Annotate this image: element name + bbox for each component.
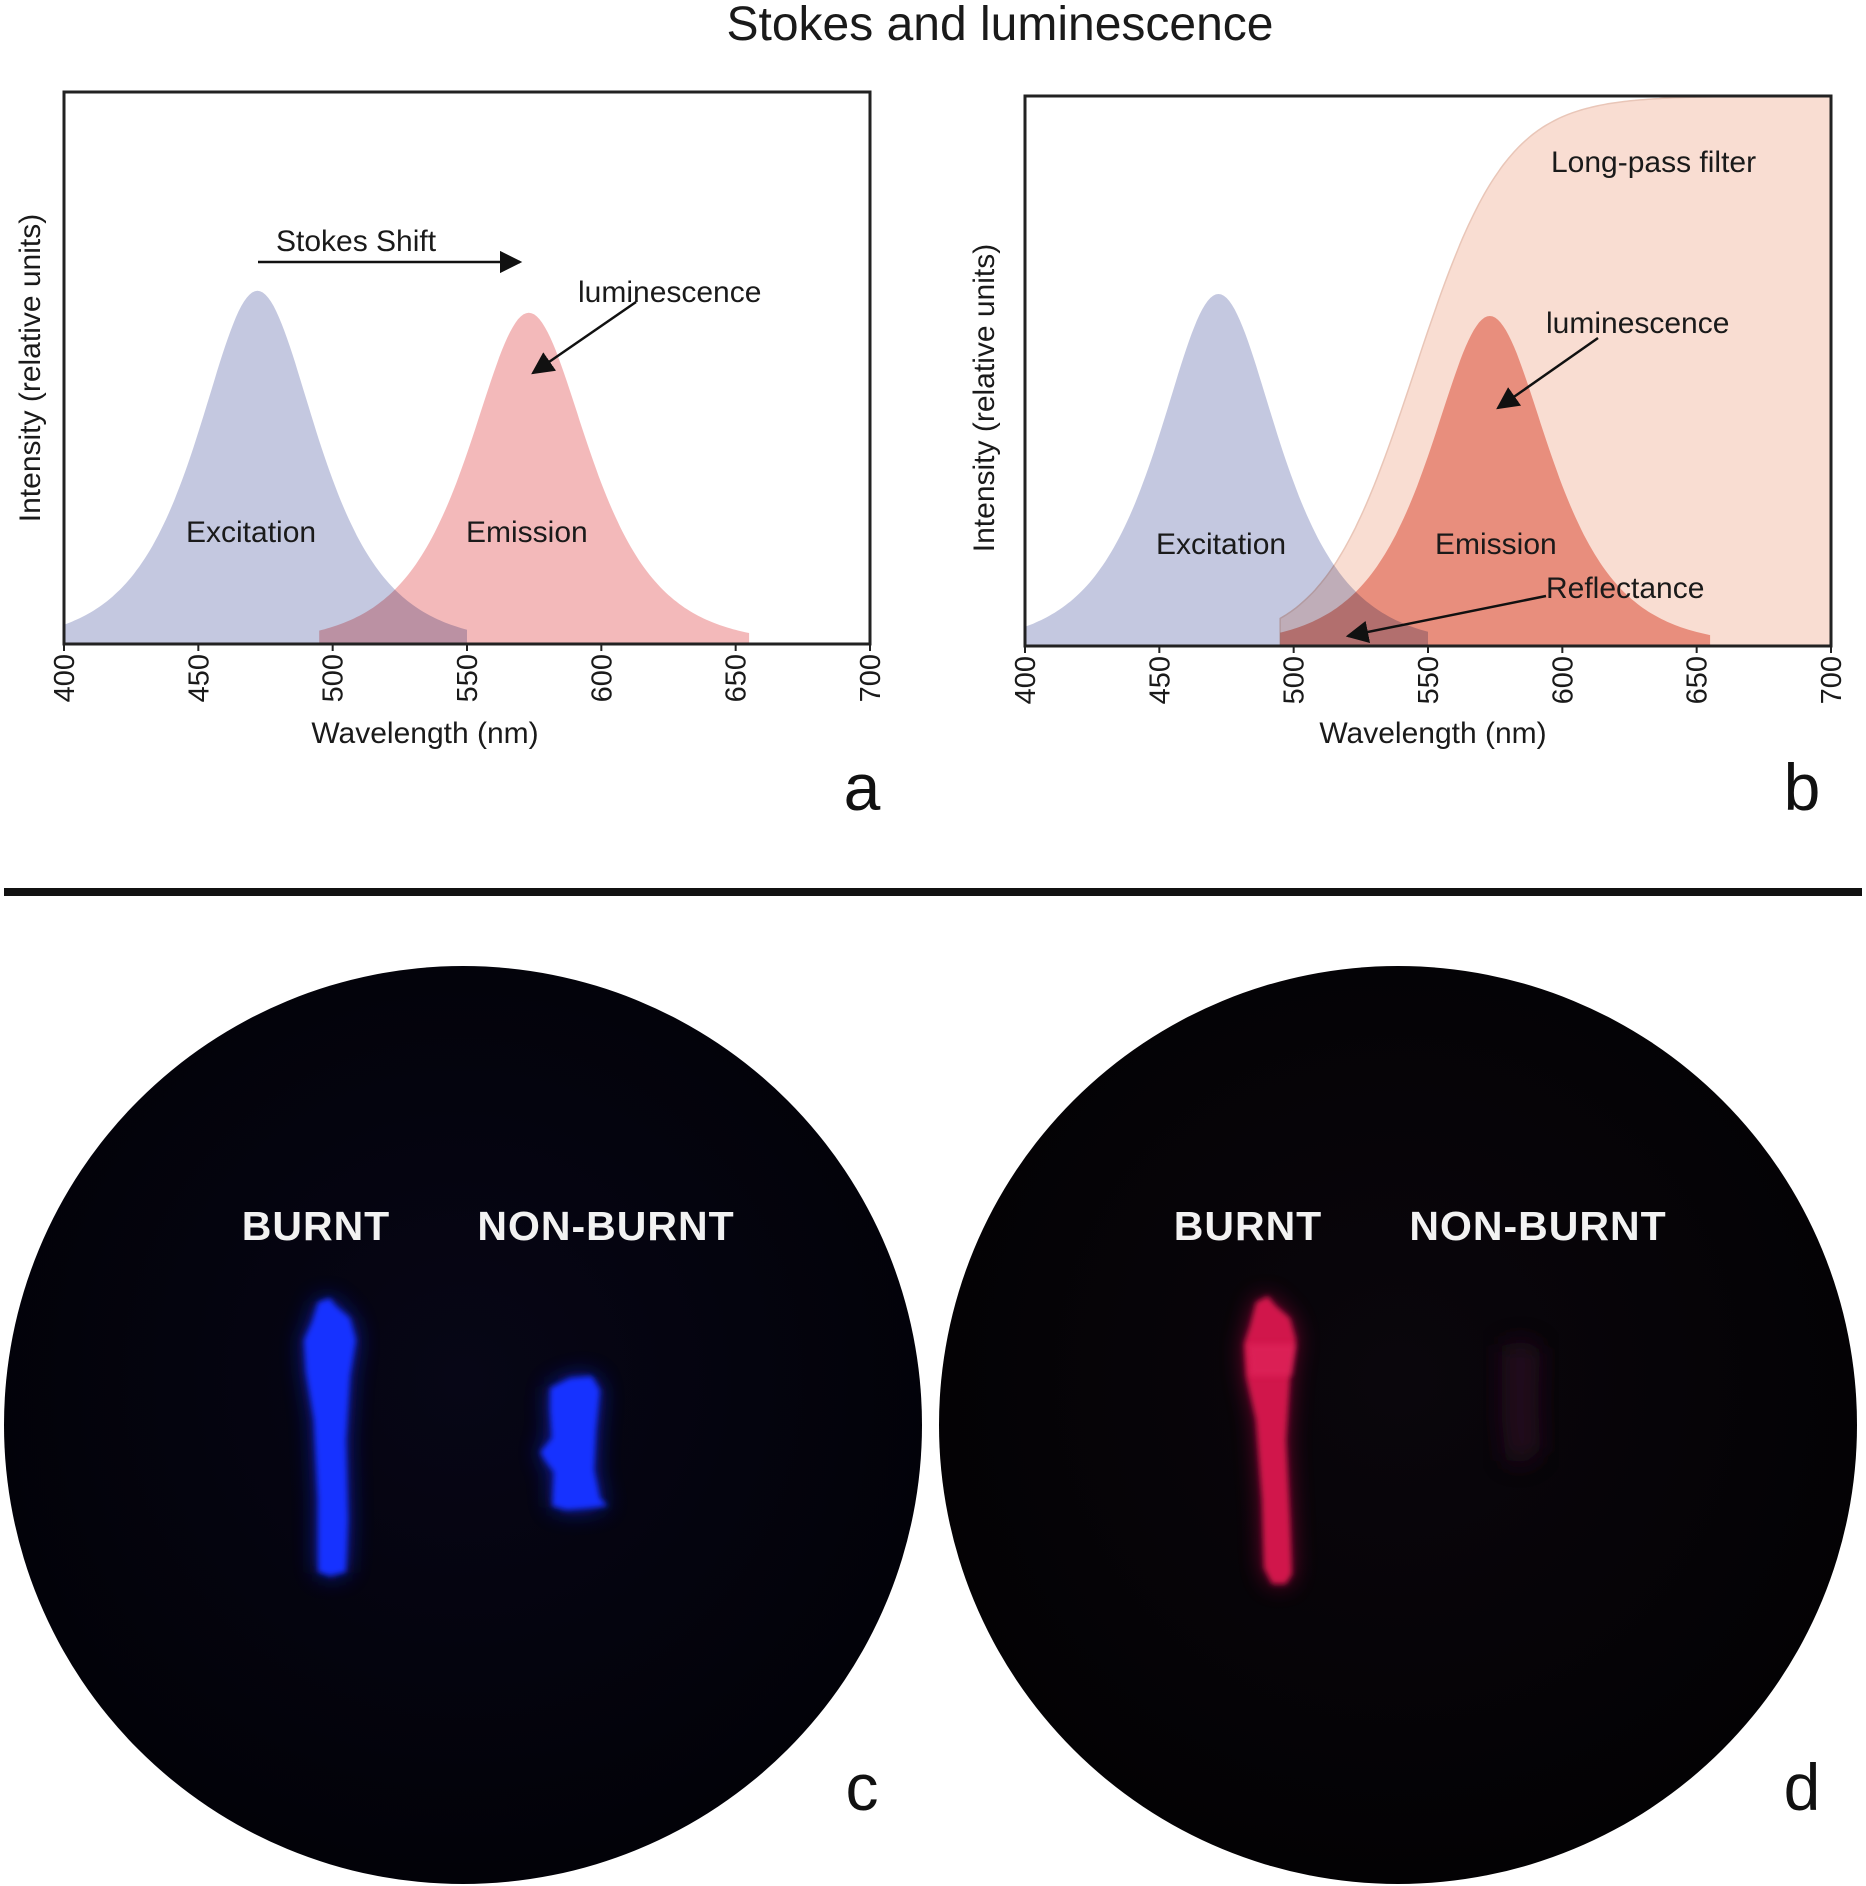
chart-panel-b: 400 450 500 550 600 650 700 Wavelength (nm) In…	[968, 94, 1848, 824]
excitation-area	[1025, 294, 1428, 646]
x-tick-label: 500	[1279, 656, 1311, 704]
x-tick-label: 700	[1816, 656, 1848, 704]
x-tick-label: 650	[721, 654, 753, 702]
stokes-shift-label: Stokes Shift	[276, 225, 437, 258]
reflectance-arrow	[1345, 594, 1547, 644]
chart-panel-a: 400 450 500 550 600 650 700 Wavelength (nm) In…	[14, 90, 887, 824]
emission-area	[1280, 316, 1711, 646]
luminescence-label: luminescence	[1546, 307, 1729, 340]
burnt-sample-blue	[304, 1298, 356, 1576]
x-tick-label: 550	[1413, 656, 1445, 704]
x-tick-label: 600	[1547, 656, 1579, 704]
y-axis-label: Intensity (relative units)	[14, 214, 47, 522]
burnt-label: BURNT	[1174, 1203, 1322, 1249]
x-tick-label: 700	[855, 654, 887, 702]
non-burnt-sample-blue	[540, 1376, 608, 1510]
non-burnt-label: NON-BURNT	[477, 1203, 734, 1249]
x-tick-label: 650	[1682, 656, 1714, 704]
panel-label-a: a	[844, 750, 881, 824]
x-axis-label: Wavelength (nm)	[311, 717, 538, 750]
excitation-label: Excitation	[1156, 528, 1286, 561]
microscope-field	[939, 966, 1857, 1884]
panel-label-d: d	[1784, 1750, 1821, 1824]
x-tick-label: 550	[452, 654, 484, 702]
x-tick-label: 450	[1144, 656, 1176, 704]
non-burnt-label: NON-BURNT	[1409, 1203, 1666, 1249]
excitation-label: Excitation	[186, 516, 316, 549]
long-pass-filter-label: Long-pass filter	[1551, 146, 1756, 179]
emission-label: Emission	[1435, 528, 1557, 561]
photo-panel-d: BURNT NON-BURNT d	[939, 966, 1857, 1884]
burnt-sample-red	[1244, 1296, 1296, 1584]
section-divider	[4, 888, 1862, 896]
x-tick-label: 400	[49, 654, 81, 702]
emission-area	[319, 312, 750, 644]
luminescence-label: luminescence	[578, 276, 761, 309]
x-axis-ticks: 400 450 500 550 600 650 700	[49, 644, 887, 702]
panel-label-b: b	[1784, 750, 1821, 824]
x-tick-label: 500	[318, 654, 350, 702]
burnt-label: BURNT	[242, 1203, 390, 1249]
x-tick-label: 450	[183, 654, 215, 702]
x-axis-ticks: 400 450 500 550 600 650 700	[1010, 646, 1848, 704]
figure-title: Stokes and luminescence	[727, 0, 1274, 51]
excitation-area	[64, 290, 467, 644]
reflectance-label: Reflectance	[1546, 572, 1704, 605]
non-burnt-sample-faint	[1502, 1340, 1540, 1464]
luminescence-arrow	[531, 300, 637, 375]
photo-panel-c: BURNT NON-BURNT c	[4, 966, 922, 1884]
panel-label-c: c	[846, 1750, 879, 1824]
emission-label: Emission	[466, 516, 588, 549]
y-axis-label: Intensity (relative units)	[968, 244, 1001, 552]
luminescence-arrow	[1496, 336, 1599, 410]
microscope-field	[4, 966, 922, 1884]
x-tick-label: 600	[586, 654, 618, 702]
x-axis-label: Wavelength (nm)	[1319, 717, 1546, 750]
x-tick-label: 400	[1010, 656, 1042, 704]
